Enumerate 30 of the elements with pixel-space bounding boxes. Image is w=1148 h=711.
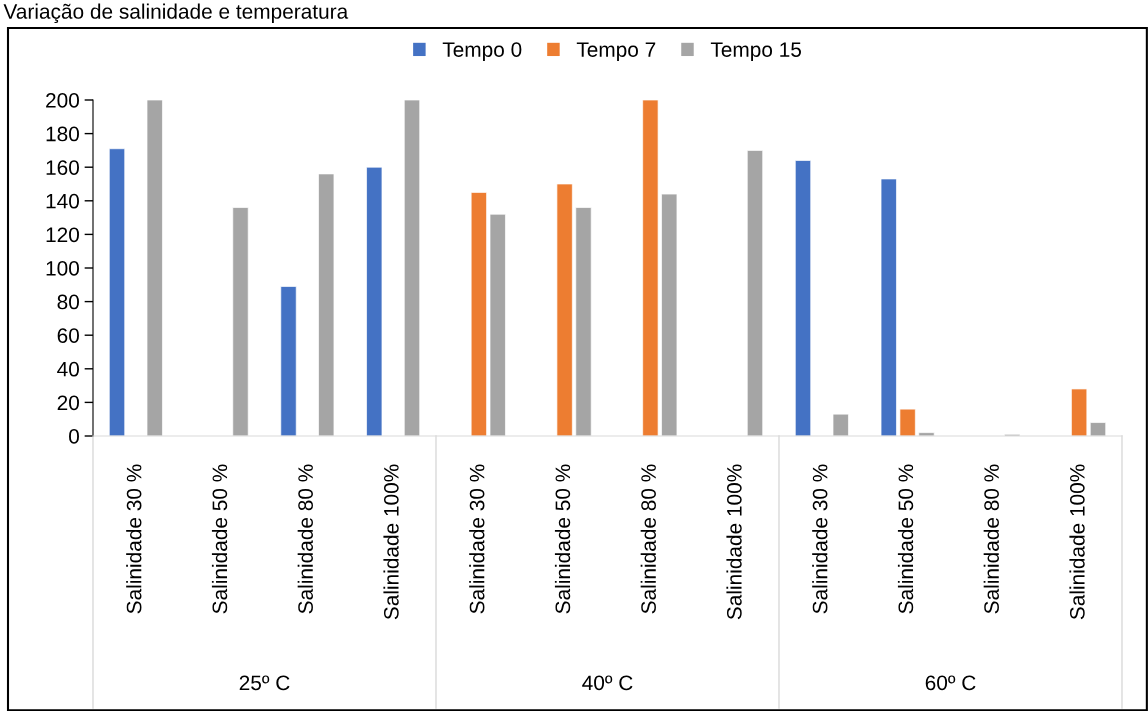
y-tick-label: 140 [46, 193, 79, 209]
chart-title: Variação de salinidade e temperatura [3, 3, 349, 24]
y-tick-label: 180 [46, 126, 79, 142]
x-tick-label: Salinidade 30 % [469, 464, 485, 614]
y-tick-label: 40 [57, 361, 79, 377]
legend-label: Tempo 0 [442, 42, 522, 62]
x-tick-label: Salinidade 30 % [126, 464, 142, 614]
text: 40º C [582, 675, 633, 691]
y-tick-label: 120 [46, 227, 79, 243]
y-tick-label: 160 [46, 160, 79, 175]
text: 60º C [925, 675, 976, 691]
y-tick-label: 100 [46, 261, 79, 276]
x-tick-label: Salinidade 80 % [983, 464, 999, 614]
x-tick-label: Salinidade 100% [383, 464, 399, 620]
x-tick-label: Salinidade 50 % [554, 464, 571, 614]
legend-label: Tempo 15 [710, 42, 802, 62]
y-tick-label: 0 [69, 429, 79, 444]
x-tick-label: Salinidade 30 % [812, 464, 828, 614]
y-tick-label: 20 [57, 395, 79, 411]
text: 25º C [239, 675, 290, 691]
x-tick-label: Salinidade 100% [1069, 464, 1085, 620]
y-tick-label: 60 [57, 328, 79, 343]
x-tick-label: Salinidade 50 % [211, 464, 228, 614]
legend-label: Tempo 7 [576, 42, 656, 62]
x-tick-label: Salinidade 80 % [297, 464, 313, 614]
x-tick-label: Salinidade 50 % [897, 464, 914, 614]
y-tick-label: 200 [46, 93, 79, 108]
x-tick-label: Salinidade 100% [726, 464, 742, 620]
y-tick-label: 80 [57, 294, 79, 310]
x-tick-label: Salinidade 80 % [640, 464, 656, 614]
